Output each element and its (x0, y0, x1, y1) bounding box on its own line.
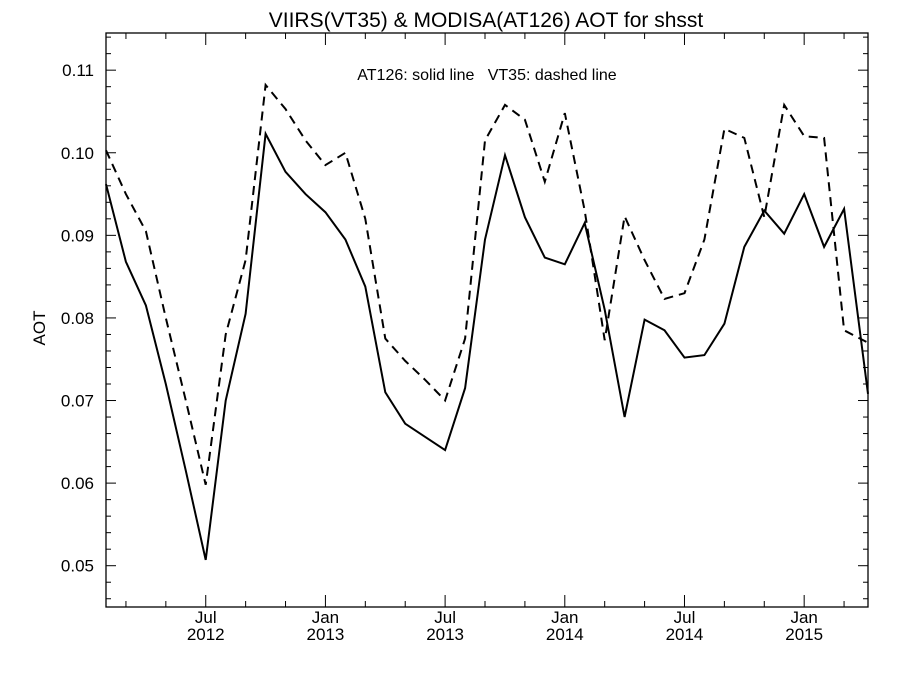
y-axis-label: AOT (30, 311, 49, 346)
y-tick-label: 0.10 (61, 144, 94, 163)
x-axis-ticks: Jul2012Jan2013Jul2013Jan2014Jul2014Jan20… (125, 33, 845, 644)
x-tick-year-label: 2012 (187, 625, 225, 644)
x-tick-month-label: Jan (312, 608, 339, 627)
x-tick-month-label: Jul (674, 608, 696, 627)
y-tick-label: 0.08 (61, 309, 94, 328)
series-style-annotation: AT126: solid line VT35: dashed line (357, 67, 617, 84)
x-tick-year-label: 2013 (426, 625, 464, 644)
chart-title: VIIRS(VT35) & MODISA(AT126) AOT for shss… (269, 9, 704, 32)
series-at126-line (105, 130, 869, 561)
x-tick-month-label: Jan (790, 608, 817, 627)
y-tick-label: 0.06 (61, 474, 94, 493)
series-layer (105, 82, 869, 561)
y-tick-label: 0.07 (61, 392, 94, 411)
y-axis-ticks: 0.05 0.06 0.07 0.08 0.09 0.10 0.11 (61, 36, 868, 600)
y-tick-label: 0.05 (61, 557, 94, 576)
y-tick-label: 0.09 (61, 226, 94, 245)
series-vt35-line (105, 82, 869, 486)
x-tick-year-label: 2013 (307, 625, 345, 644)
x-tick-year-label: 2014 (546, 625, 584, 644)
x-tick-month-label: Jul (434, 608, 456, 627)
x-tick-month-label: Jan (551, 608, 578, 627)
y-tick-label: 0.11 (62, 61, 94, 80)
x-tick-year-label: 2014 (666, 625, 704, 644)
x-tick-month-label: Jul (195, 608, 217, 627)
plot-frame (105, 32, 869, 608)
x-tick-year-label: 2015 (785, 625, 823, 644)
